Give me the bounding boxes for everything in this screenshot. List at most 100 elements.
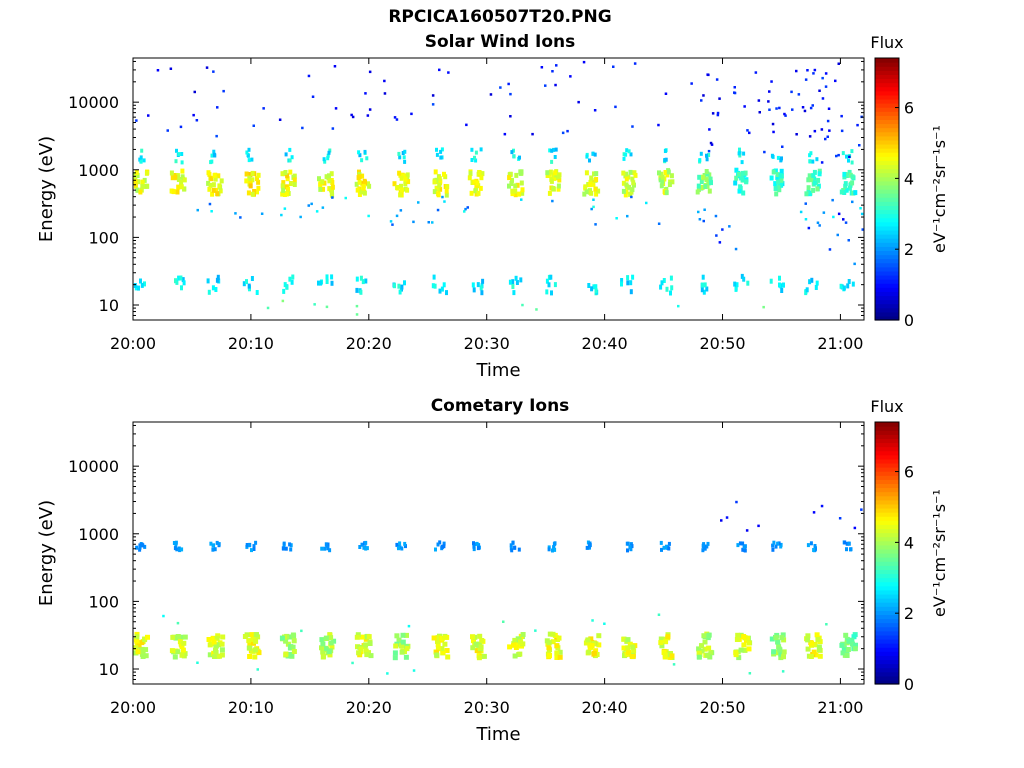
colorbar-step — [875, 152, 899, 157]
flux-cell — [780, 632, 786, 638]
colorbar-step — [875, 283, 899, 288]
flux-cell — [256, 650, 262, 656]
colorbar-step — [875, 139, 899, 145]
flux-cell — [402, 155, 406, 160]
flux-cell — [399, 175, 404, 181]
axes: 10 100 1000 10000 20:00 20:10 20:20 20:30 20:40 2… — [36, 57, 865, 381]
flux-cell — [325, 279, 329, 284]
y-tick-label: 10 — [99, 296, 119, 315]
colorbar-step — [875, 229, 899, 235]
flux-cell — [715, 234, 718, 237]
colorbar-step — [875, 246, 899, 251]
flux-cell — [556, 183, 561, 189]
flux-cell — [677, 304, 680, 308]
flux-cell — [211, 543, 215, 548]
flux-cell — [222, 89, 225, 93]
flux-cell — [696, 646, 702, 652]
flux-cell — [545, 278, 549, 284]
flux-cell — [242, 634, 248, 639]
flux-cell — [143, 653, 149, 659]
flux-cell — [469, 190, 474, 196]
flux-cell — [173, 635, 179, 641]
flux-cell — [698, 158, 702, 163]
colorbar-tick-label: 6 — [904, 463, 914, 482]
flux-cell — [774, 544, 778, 549]
flux-cell — [285, 173, 290, 179]
flux-cell — [359, 189, 364, 195]
flux-cell — [846, 638, 852, 644]
flux-cell — [742, 545, 746, 550]
colorbar-step — [875, 663, 899, 669]
flux-cell — [410, 112, 413, 116]
flux-cell — [364, 546, 368, 551]
flux-cell — [288, 169, 293, 175]
flux-cell — [667, 182, 672, 187]
flux-cell — [357, 179, 362, 185]
colorbar-step — [875, 197, 899, 202]
flux-cell — [837, 153, 840, 157]
colorbar-step — [875, 193, 899, 198]
flux-cell — [631, 180, 636, 186]
flux-cell — [728, 225, 731, 228]
flux-cell — [834, 79, 837, 83]
flux-cell — [806, 185, 811, 191]
flux-cell — [738, 647, 744, 653]
flux-cell — [629, 289, 633, 295]
colorbar-step — [875, 487, 899, 493]
colorbar-step — [875, 78, 899, 84]
flux-cell — [468, 171, 473, 176]
flux-cell — [143, 281, 146, 287]
flux-cell — [398, 643, 404, 649]
flux-cell — [213, 547, 217, 552]
flux-cell — [840, 129, 844, 133]
flux-cell — [594, 177, 599, 182]
flux-cell — [629, 280, 633, 286]
flux-cell — [210, 635, 216, 641]
flux-cell — [511, 540, 515, 545]
flux-cell — [518, 155, 521, 160]
flux-cell — [364, 540, 368, 545]
flux-cell — [177, 152, 181, 157]
flux-cell — [827, 107, 831, 110]
flux-cell — [434, 185, 439, 191]
flux-cell — [847, 158, 850, 163]
flux-cell — [280, 171, 285, 177]
colorbar-step — [875, 659, 899, 665]
colorbar-step — [875, 299, 899, 305]
flux-cell — [596, 642, 602, 648]
flux-cell — [247, 147, 251, 152]
flux-cell — [815, 186, 820, 192]
flux-cell — [624, 182, 629, 188]
flux-cell — [699, 179, 704, 184]
flux-cell — [594, 652, 600, 657]
flux-cell — [398, 541, 402, 546]
flux-cell — [620, 281, 623, 287]
flux-cell — [180, 547, 184, 552]
flux-cell — [234, 212, 237, 215]
flux-cell — [596, 633, 602, 639]
flux-cell — [133, 645, 139, 651]
flux-cell — [432, 189, 437, 195]
flux-cell — [392, 650, 398, 656]
flux-cell — [247, 176, 252, 182]
flux-cell — [594, 191, 599, 197]
colorbar-step — [875, 250, 899, 256]
flux-cell — [839, 283, 843, 289]
flux-cell — [442, 541, 446, 546]
flux-cell — [358, 545, 362, 549]
flux-cell — [438, 68, 441, 72]
flux-cell — [662, 278, 666, 283]
flux-cell — [438, 540, 442, 545]
flux-cell — [209, 176, 214, 182]
flux-cell — [585, 154, 589, 159]
flux-cell — [169, 67, 173, 70]
flux-cell — [630, 195, 633, 199]
flux-cell — [175, 279, 179, 285]
flux-cell — [702, 94, 705, 97]
flux-cell — [144, 170, 149, 176]
flux-cell — [556, 635, 562, 641]
flux-cell — [768, 108, 771, 111]
flux-cell — [480, 290, 484, 296]
colorbar-step — [875, 315, 899, 321]
flux-cell — [774, 191, 779, 197]
